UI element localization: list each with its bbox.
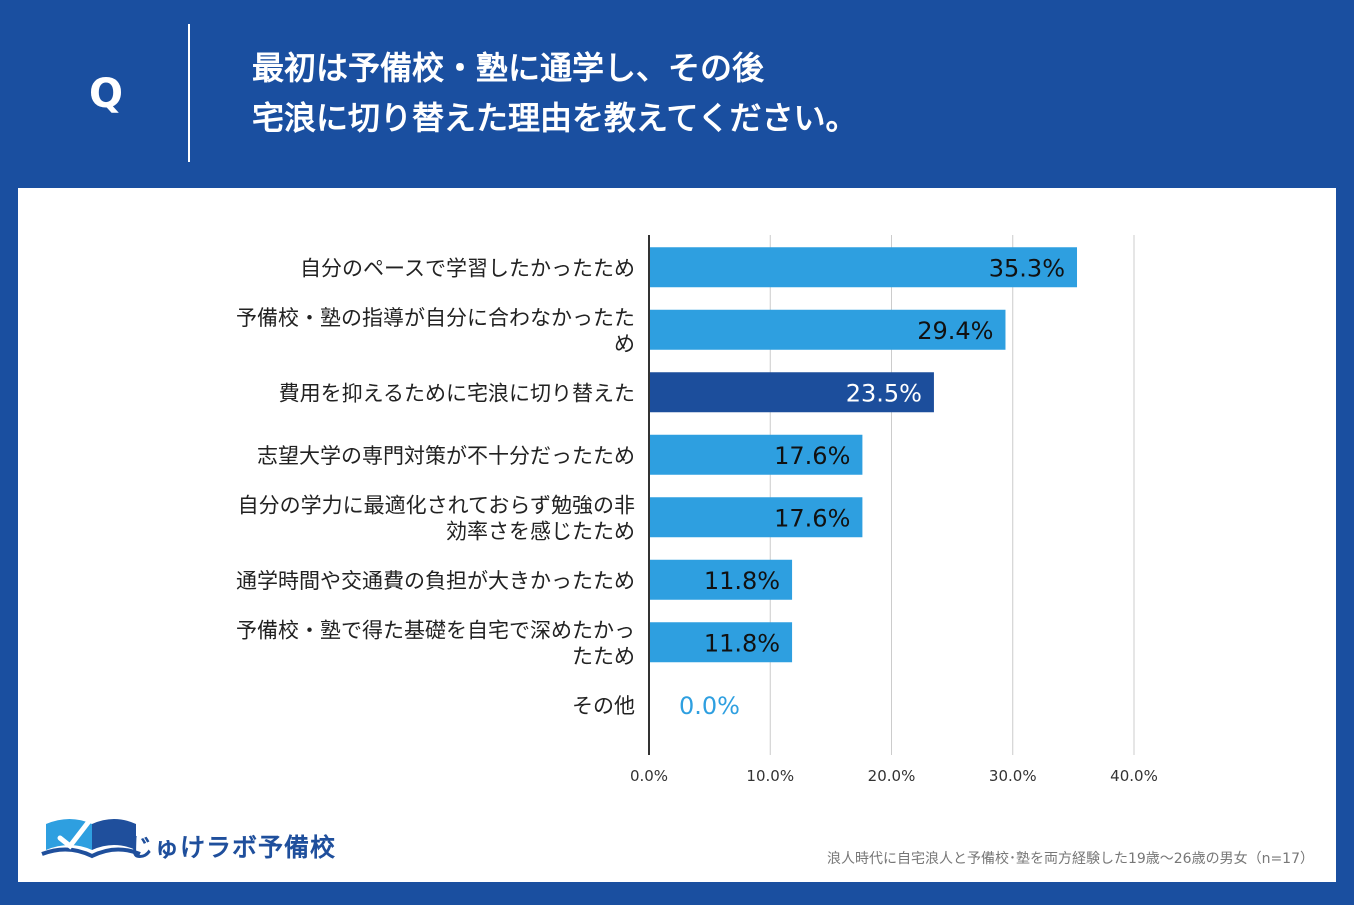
x-tick-label: 10.0%: [746, 767, 794, 785]
category-label: 予備校・塾の指導が自分に合わなかったた: [236, 306, 635, 330]
question-title-line-2: 宅浪に切り替えた理由を教えてください。: [252, 99, 858, 137]
bar: [649, 497, 863, 538]
bar: [649, 434, 863, 475]
data-label: 17.6%: [774, 504, 850, 532]
category-label: 費用を抑えるために宅浪に切り替えた: [279, 381, 635, 405]
category-label: 自分のペースで学習したかったため: [300, 256, 635, 280]
survey-footnote: 浪人時代に自宅浪人と予備校･塾を両方経験した19歳〜26歳の男女（n=17）: [826, 851, 1314, 867]
bar: [649, 309, 1006, 350]
category-label: 志望大学の専門対策が不十分だったため: [257, 444, 635, 468]
category-label: 通学時間や交通費の負担が大きかったため: [236, 569, 635, 593]
bar: [649, 247, 1078, 288]
data-label: 0.0%: [679, 692, 740, 720]
x-tick-label: 30.0%: [989, 767, 1037, 785]
data-label: 29.4%: [917, 317, 993, 345]
header-divider: [188, 24, 190, 162]
data-label: 35.3%: [989, 254, 1065, 282]
data-label: 11.8%: [704, 629, 780, 657]
data-label: 23.5%: [846, 379, 922, 407]
bar: [649, 559, 793, 600]
category-label: たため: [572, 644, 635, 668]
logo-wordmark: じゅけラボ予備校: [128, 833, 337, 862]
question-mark: Q: [88, 71, 123, 117]
category-label: め: [614, 332, 635, 356]
data-label: 17.6%: [774, 442, 850, 470]
chart-panel: 0.0% 10.0% 20.0% 30.0% 40.0% 35.3% 自分のペースで学習した…: [18, 188, 1336, 882]
category-label: その他: [572, 694, 635, 718]
question-title-line-1: 最初は予備校・塾に通学し、その後: [252, 49, 765, 87]
question-header: Q 最初は予備校・塾に通学し、その後 宅浪に切り替えた理由を教えてください。: [0, 0, 1354, 188]
x-tick-label: 40.0%: [1110, 767, 1158, 785]
bar-chart: 0.0% 10.0% 20.0% 30.0% 40.0% 35.3% 自分のペースで学習した…: [236, 235, 1158, 785]
bar: [649, 372, 934, 413]
category-label: 自分の学力に最適化されておらず勉強の非: [238, 493, 635, 517]
data-label: 11.8%: [704, 567, 780, 595]
x-tick-label: 0.0%: [630, 767, 668, 785]
question-title: 最初は予備校・塾に通学し、その後 宅浪に切り替えた理由を教えてください。: [252, 43, 1312, 143]
x-tick-label: 20.0%: [868, 767, 916, 785]
logo-book-icon: [41, 817, 141, 859]
bar: [649, 622, 793, 663]
category-label: 効率さを感じたため: [446, 519, 635, 543]
category-label: 予備校・塾で得た基礎を自宅で深めたかっ: [236, 618, 635, 642]
